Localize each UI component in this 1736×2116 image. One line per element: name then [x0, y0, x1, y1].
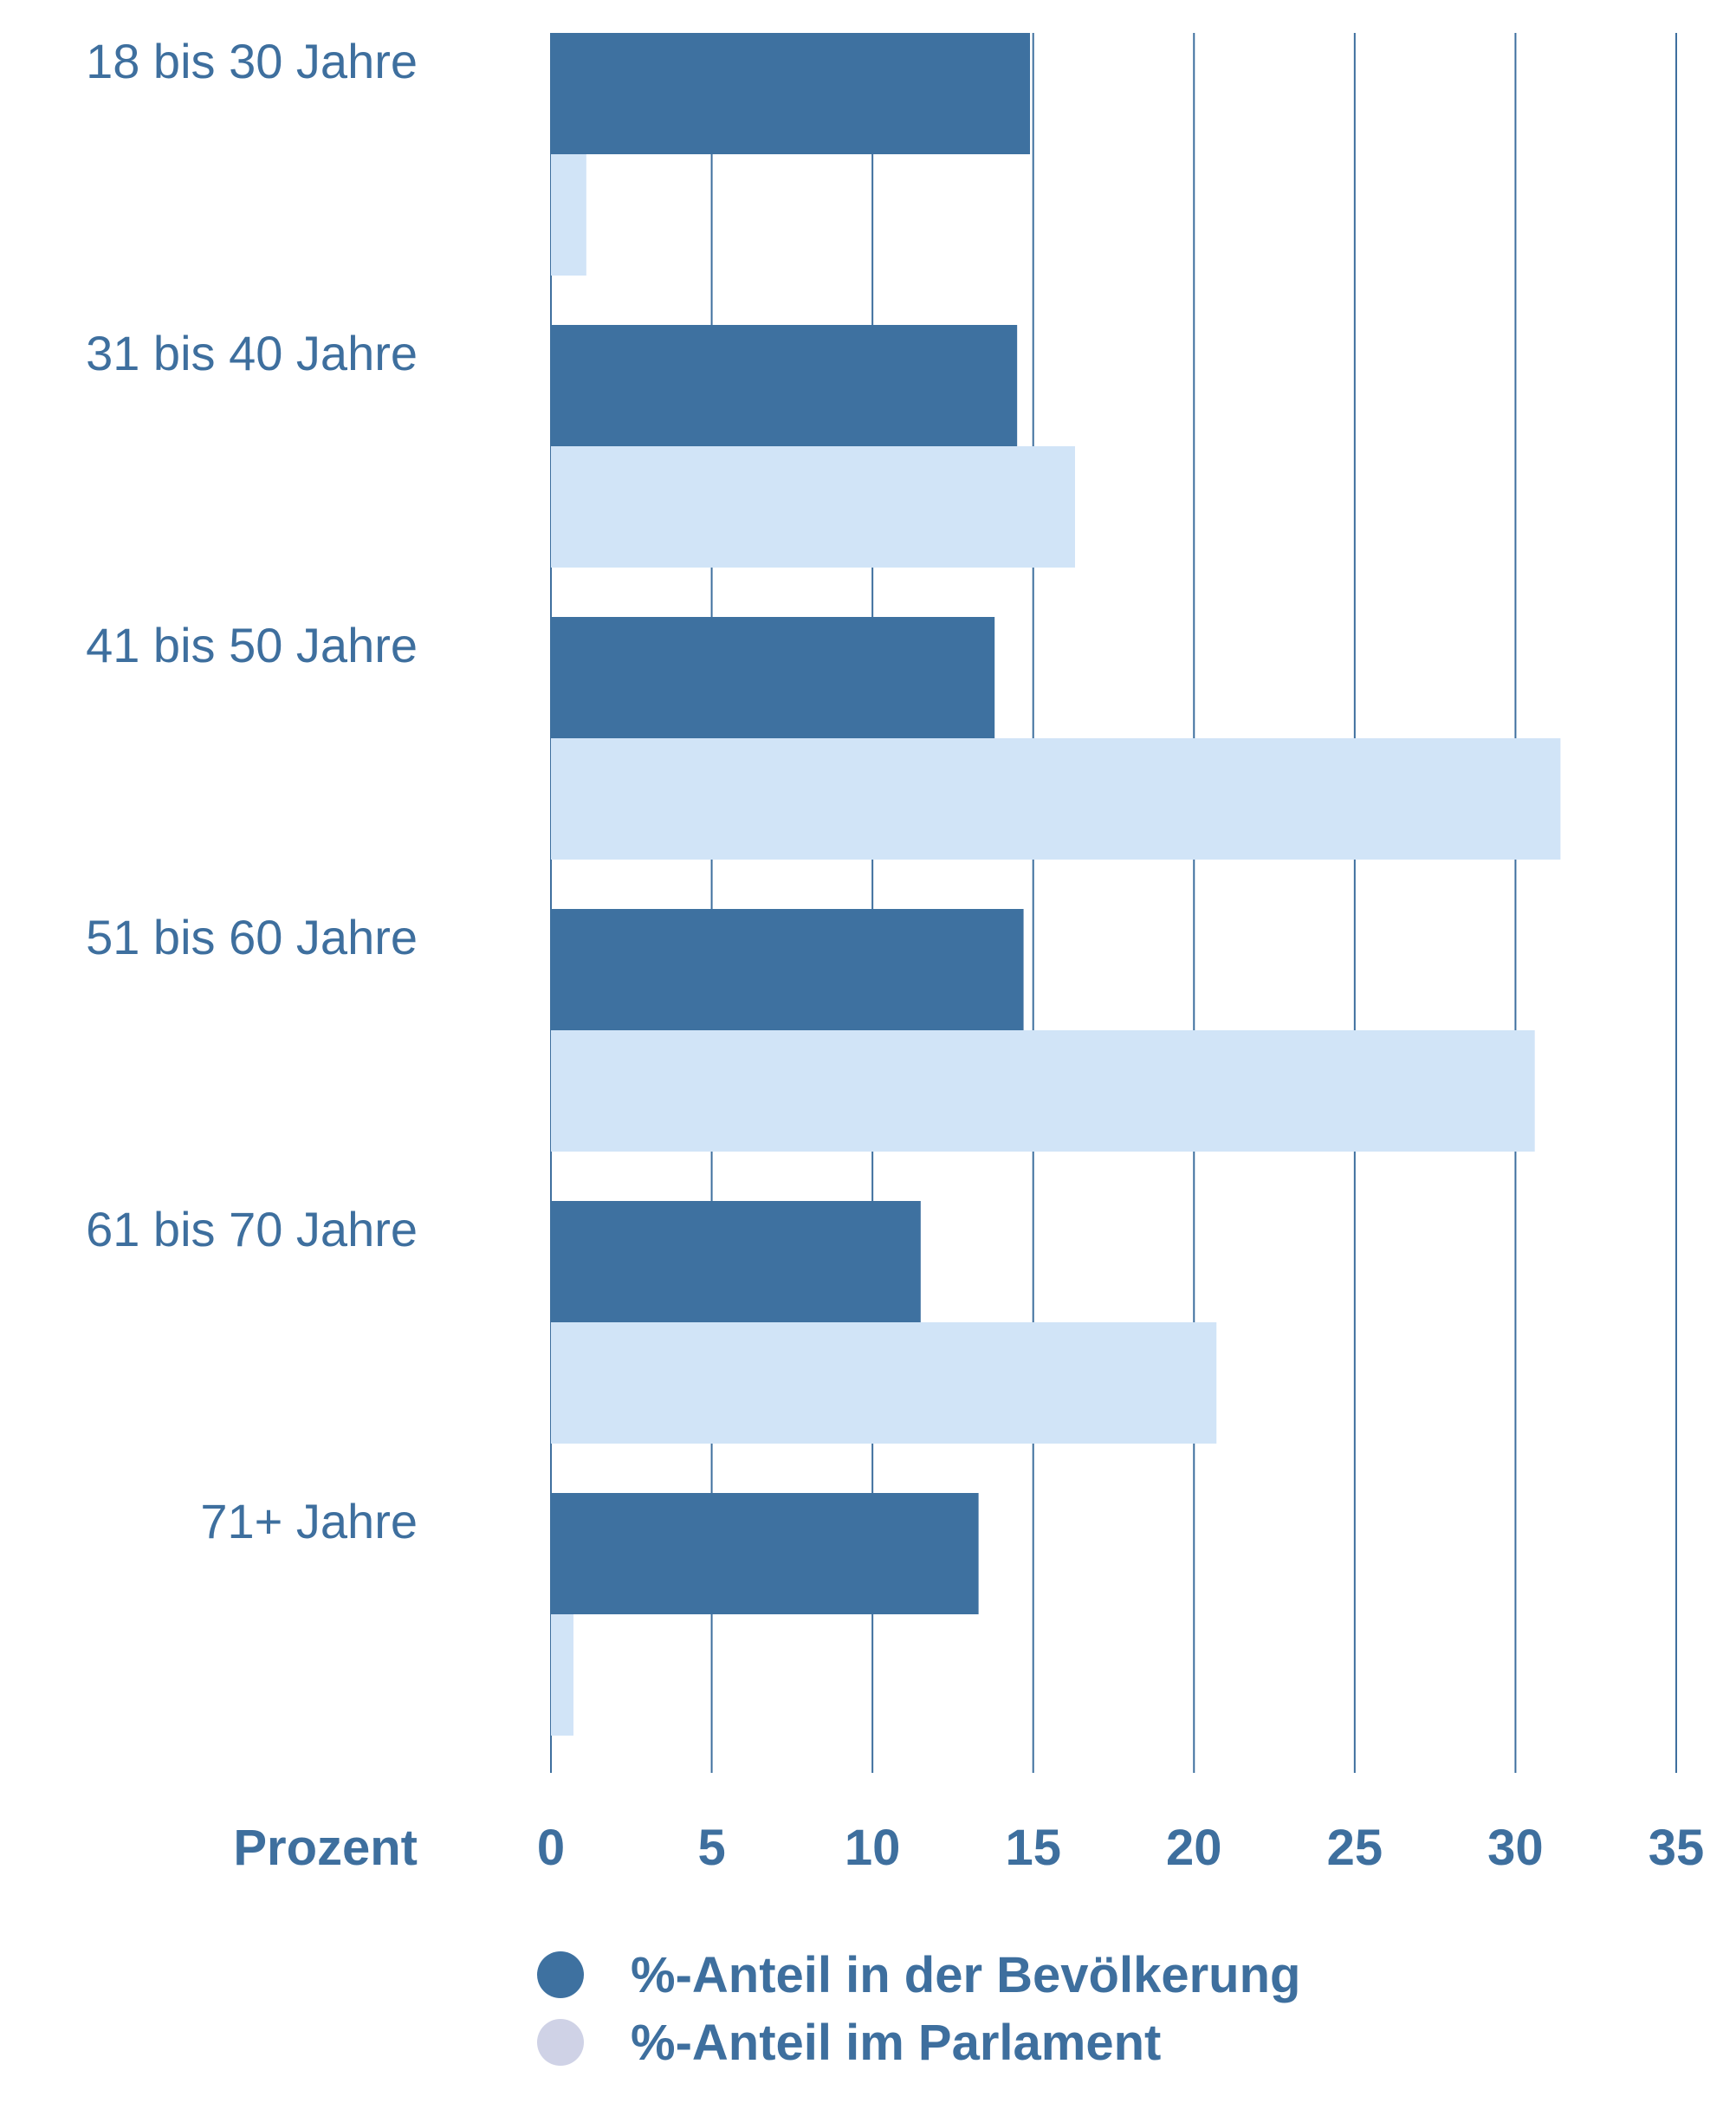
- bar-population: [551, 617, 995, 738]
- bar-parliament: [551, 154, 586, 276]
- legend-item-population: %-Anteil in der Bevölkerung: [537, 1941, 1577, 2009]
- x-tick-label: 5: [697, 1820, 725, 1872]
- category-label: 31 bis 40 Jahre: [86, 326, 418, 380]
- chart-plot: 18 bis 30 Jahre 31 bis 40 Jahre 41 bis 50 …: [86, 33, 1705, 1876]
- x-tick-label: 20: [1166, 1820, 1222, 1872]
- grid-lines: [550, 33, 1677, 1773]
- x-tick-label: 25: [1327, 1820, 1383, 1872]
- bar-parliament: [551, 1030, 1535, 1152]
- bar-parliament: [551, 738, 1561, 860]
- x-tick-label: 35: [1649, 1820, 1705, 1872]
- category-labels: 18 bis 30 Jahre 31 bis 40 Jahre 41 bis 50 …: [86, 34, 418, 1548]
- bar-population: [551, 1201, 921, 1322]
- x-tick-label: 0: [537, 1820, 565, 1872]
- x-tick-label: 10: [845, 1820, 901, 1872]
- x-axis-label: Prozent: [233, 1820, 418, 1872]
- bar-parliament: [551, 1614, 573, 1736]
- legend-label-parliament: %-Anteil im Parlament: [631, 2014, 1162, 2071]
- bar-parliament: [551, 1322, 1217, 1444]
- bar-population: [551, 1493, 979, 1614]
- legend: %-Anteil in der Bevölkerung %-Anteil im …: [537, 1941, 1577, 2076]
- category-label: 41 bis 50 Jahre: [86, 618, 418, 672]
- bars: [551, 33, 1561, 1736]
- x-tick-label: 15: [1005, 1820, 1061, 1872]
- bar-parliament: [551, 446, 1075, 568]
- bar-population: [551, 325, 1018, 446]
- legend-label-population: %-Anteil in der Bevölkerung: [631, 1946, 1301, 2003]
- x-tick-labels: 0 5 10 15 20 25 30 35: [537, 1820, 1705, 1876]
- bar-population: [551, 909, 1024, 1030]
- legend-dot-population: [537, 1951, 584, 1998]
- category-label: 51 bis 60 Jahre: [86, 910, 418, 964]
- bar-population: [551, 33, 1031, 154]
- x-tick-label: 30: [1487, 1820, 1544, 1872]
- category-label: 61 bis 70 Jahre: [86, 1202, 418, 1256]
- legend-dot-parliament: [537, 2019, 584, 2066]
- category-label: 18 bis 30 Jahre: [86, 34, 418, 88]
- legend-item-parliament: %-Anteil im Parlament: [537, 2009, 1577, 2076]
- category-label: 71+ Jahre: [200, 1494, 418, 1548]
